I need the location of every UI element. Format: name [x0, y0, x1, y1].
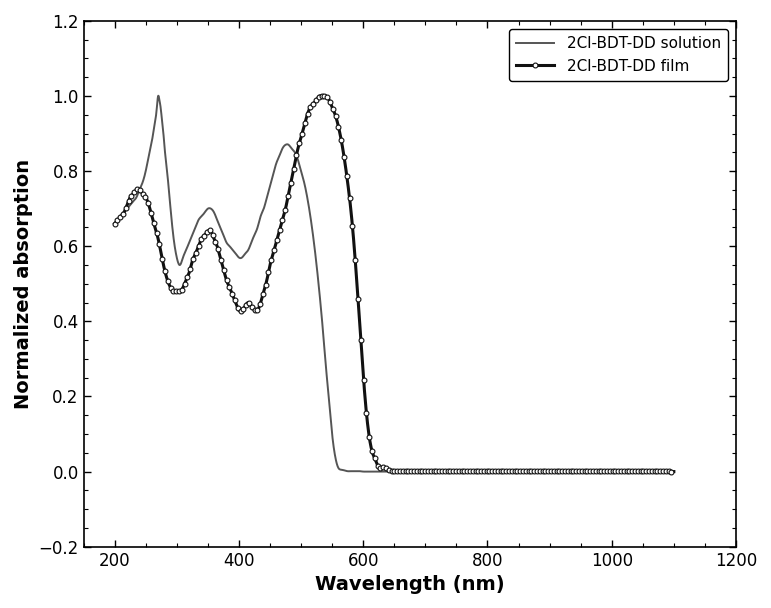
2Cl-BDT-DD solution: [139, 177, 148, 184]
X-axis label: Wavelength (nm): Wavelength (nm): [315, 575, 504, 594]
2Cl-BDT-DD solution: [110, 220, 120, 227]
2Cl-BDT-DD film: [139, 191, 148, 198]
2Cl-BDT-DD solution: [360, 468, 369, 475]
Y-axis label: Normalized absorption: Normalized absorption: [14, 159, 33, 409]
2Cl-BDT-DD film: [382, 465, 392, 472]
2Cl-BDT-DD film: [110, 220, 120, 227]
2Cl-BDT-DD film: [550, 468, 560, 475]
2Cl-BDT-DD film: [653, 468, 662, 475]
2Cl-BDT-DD film: [669, 468, 678, 475]
2Cl-BDT-DD solution: [654, 468, 663, 475]
2Cl-BDT-DD film: [316, 92, 325, 99]
2Cl-BDT-DD film: [653, 468, 662, 475]
2Cl-BDT-DD solution: [368, 468, 377, 475]
2Cl-BDT-DD solution: [382, 468, 392, 475]
2Cl-BDT-DD solution: [669, 468, 678, 475]
Line: 2Cl-BDT-DD film: 2Cl-BDT-DD film: [113, 93, 676, 474]
2Cl-BDT-DD solution: [653, 468, 662, 475]
Line: 2Cl-BDT-DD solution: 2Cl-BDT-DD solution: [115, 95, 674, 472]
2Cl-BDT-DD solution: [551, 468, 561, 475]
2Cl-BDT-DD solution: [153, 92, 163, 99]
Legend: 2Cl-BDT-DD solution, 2Cl-BDT-DD film: 2Cl-BDT-DD solution, 2Cl-BDT-DD film: [509, 29, 729, 81]
2Cl-BDT-DD film: [367, 447, 376, 455]
